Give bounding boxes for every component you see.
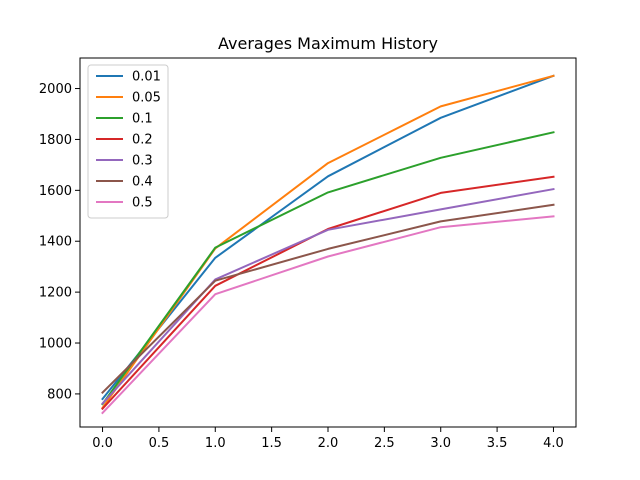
x-tick-label: 3.5 <box>487 436 508 451</box>
series-line-0.4 <box>101 203 555 395</box>
x-tick-label: 1.5 <box>261 436 282 451</box>
y-tick-label: 1800 <box>39 133 72 148</box>
legend-label: 0.5 <box>132 196 153 211</box>
series-line-0.5 <box>101 215 555 415</box>
x-tick-label: 0.5 <box>149 436 170 451</box>
legend-label: 0.2 <box>132 133 153 148</box>
legend-label: 0.01 <box>132 70 161 85</box>
chart-title: Averages Maximum History <box>218 34 438 53</box>
x-tick-label: 4.0 <box>543 436 564 451</box>
legend-label: 0.1 <box>132 112 153 127</box>
series-line-0.05 <box>101 74 555 410</box>
x-axis: 0.0 0.5 1.0 1.5 2.0 2.5 3.0 3.5 4.0 <box>92 427 564 451</box>
y-tick-label: 1000 <box>39 337 72 352</box>
x-tick-label: 3.0 <box>430 436 451 451</box>
x-tick-label: 2.5 <box>374 436 395 451</box>
y-tick-label: 1400 <box>39 235 72 250</box>
y-tick-label: 1200 <box>39 286 72 301</box>
legend-label: 0.3 <box>132 154 153 169</box>
legend-label: 0.4 <box>132 175 153 190</box>
series-line-0.01 <box>101 74 555 401</box>
y-tick-label: 800 <box>47 387 72 402</box>
legend-label: 0.05 <box>132 91 161 106</box>
y-tick-label: 2000 <box>39 82 72 97</box>
x-tick-label: 1.0 <box>205 436 226 451</box>
y-tick-label: 1600 <box>39 184 72 199</box>
plot-lines <box>101 74 555 415</box>
series-line-0.3 <box>101 187 555 406</box>
series-line-0.1 <box>101 131 555 406</box>
x-tick-label: 0.0 <box>92 436 113 451</box>
legend: 0.01 0.05 0.1 0.2 0.3 0.4 0.5 <box>87 64 169 219</box>
series-line-0.2 <box>101 175 555 411</box>
y-axis: 800 1000 1200 1400 1600 1800 2000 <box>39 82 80 402</box>
legend-box <box>87 64 169 219</box>
x-tick-label: 2.0 <box>318 436 339 451</box>
